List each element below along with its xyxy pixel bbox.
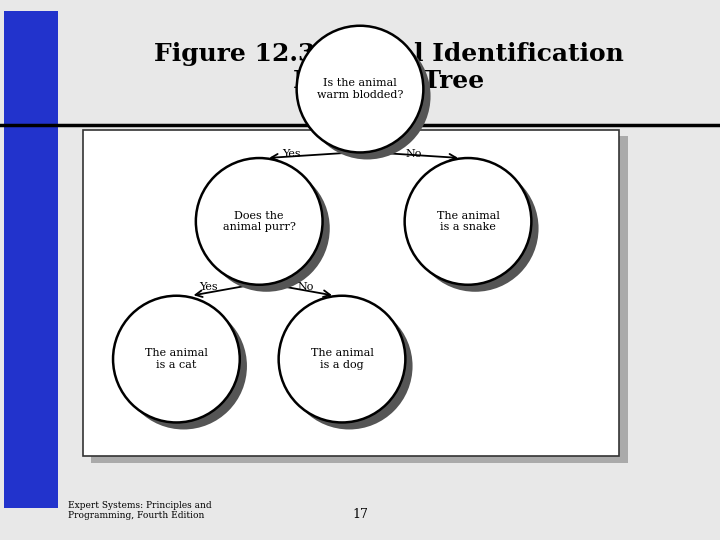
Ellipse shape: [412, 165, 539, 292]
Text: Expert Systems: Principles and
Programming, Fourth Edition: Expert Systems: Principles and Programmi…: [68, 501, 212, 520]
Ellipse shape: [113, 296, 240, 422]
Text: No: No: [406, 149, 422, 159]
Ellipse shape: [297, 26, 423, 152]
Text: Is the animal
warm blodded?: Is the animal warm blodded?: [317, 78, 403, 100]
Text: The animal
is a cat: The animal is a cat: [145, 348, 208, 370]
Text: Yes: Yes: [282, 149, 301, 159]
Ellipse shape: [304, 33, 431, 159]
Ellipse shape: [120, 303, 247, 429]
Text: Yes: Yes: [199, 282, 218, 292]
Ellipse shape: [196, 158, 323, 285]
Text: The animal
is a snake: The animal is a snake: [436, 211, 500, 232]
Ellipse shape: [286, 303, 413, 429]
FancyBboxPatch shape: [83, 130, 619, 456]
Text: Figure 12.3 Animal Identification
Decision Tree: Figure 12.3 Animal Identification Decisi…: [154, 42, 624, 93]
Ellipse shape: [203, 165, 330, 292]
Ellipse shape: [279, 296, 405, 422]
Text: No: No: [298, 282, 314, 292]
Text: Does the
animal purr?: Does the animal purr?: [222, 211, 296, 232]
FancyBboxPatch shape: [4, 11, 58, 508]
Ellipse shape: [405, 158, 531, 285]
FancyBboxPatch shape: [91, 136, 628, 463]
Text: 17: 17: [352, 508, 368, 521]
Text: The animal
is a dog: The animal is a dog: [310, 348, 374, 370]
